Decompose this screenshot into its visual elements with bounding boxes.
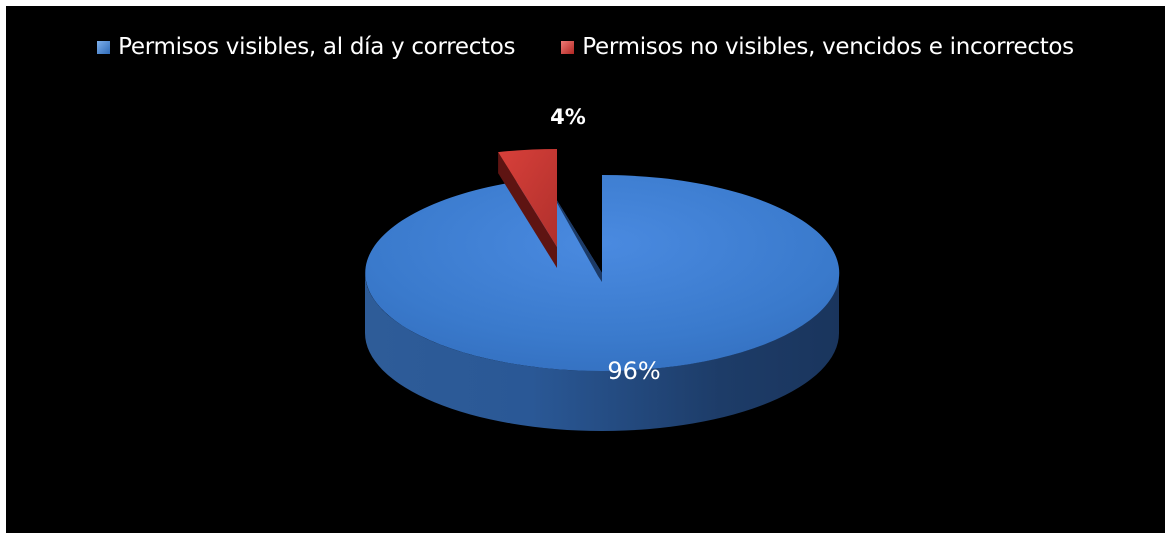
- pie-slice-no-visibles: [498, 149, 557, 247]
- chart-area: Permisos visibles, al día y correctos Pe…: [6, 6, 1165, 533]
- legend-label-no-visibles: Permisos no visibles, vencidos e incorre…: [582, 34, 1074, 60]
- pie-slice-no-visibles-side: [498, 152, 557, 268]
- legend-entry-visibles: Permisos visibles, al día y correctos: [97, 34, 516, 60]
- legend-swatch-no-visibles: [561, 40, 575, 54]
- pie-slice-visibles-side: [365, 273, 839, 431]
- legend-label-visibles: Permisos visibles, al día y correctos: [118, 34, 516, 60]
- pie-slice-visibles: [365, 174, 840, 371]
- pie-chart: 96% 4%: [365, 105, 840, 431]
- pie-slice-visibles-cut: [543, 178, 602, 282]
- data-label-no-visibles: 4%: [550, 105, 586, 129]
- chart-legend: Permisos visibles, al día y correctos Pe…: [6, 34, 1165, 60]
- legend-entry-no-visibles: Permisos no visibles, vencidos e incorre…: [561, 34, 1074, 60]
- legend-swatch-visibles: [97, 40, 111, 54]
- data-label-visibles: 96%: [607, 357, 660, 385]
